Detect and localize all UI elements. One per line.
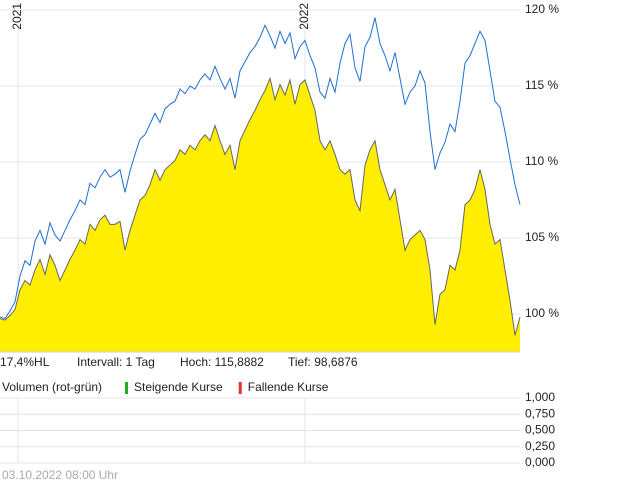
info-label: Tief: 98,6876 [288,355,358,369]
y-tick-label: 120 % [525,2,559,16]
y-tick-label: 110 % [525,154,558,168]
x-tick-label: 2021 [10,3,24,30]
y-tick-label: 100 % [525,306,559,320]
info-label: 17,4%HL [0,355,50,369]
y-tick-label: 1,000 [525,390,555,404]
y-tick-label: 0,000 [525,455,555,469]
x-tick-label: 2022 [297,3,311,30]
info-label: Intervall: 1 Tag [77,355,155,369]
line [0,17,521,320]
y-tick-label: 115 % [525,78,558,92]
y-tick-label: 105 % [525,230,559,244]
area [0,78,520,353]
y-tick-label: 0,750 [525,406,555,420]
legend-label: Steigende Kurse [134,380,223,394]
footer-date: 03.10.2022 08:00 Uhr [2,468,118,482]
info-label: Hoch: 115,8882 [180,355,264,369]
legend-swatch [238,382,242,394]
legend-swatch [125,382,128,394]
y-tick-label: 0,500 [525,423,555,437]
line [0,76,521,336]
legend-label: Fallende Kurse [248,380,329,394]
y-tick-label: 0,250 [525,439,555,453]
volume-title: Volumen (rot-grün) [2,380,102,394]
